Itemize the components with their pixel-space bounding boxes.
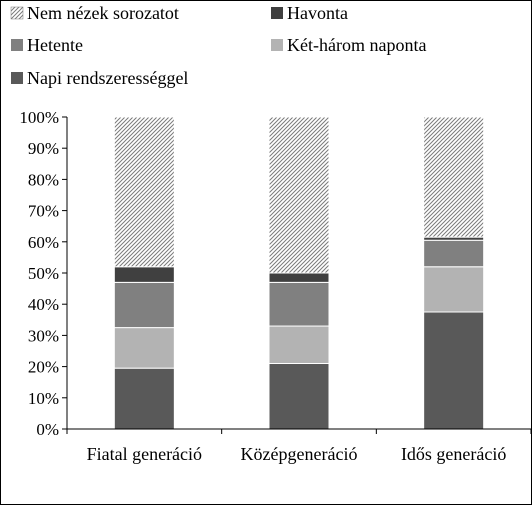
bar-kozepgeneracio-havonta <box>268 272 330 283</box>
axes: 0% 10% 20% 30% 40% 50% 60% 70% 80% 90% 100% <box>19 108 531 439</box>
bar-idos-generacio-hetente <box>423 239 485 268</box>
bar-idos-generacio-nem-nezek-sorozatot <box>423 116 485 238</box>
bar-kozepgeneracio-ket-harom-naponta <box>268 325 330 364</box>
bar-idos-generacio-ket-harom-naponta <box>423 266 485 313</box>
legend-swatch-havonta <box>271 7 283 19</box>
bar-fiatal-generacio-napi-rendszeresseggel <box>113 367 175 430</box>
legend-label-havonta: Havonta <box>287 3 348 23</box>
bar-fiatal-generacio-ket-harom-naponta <box>113 327 175 369</box>
legend-swatch-ket-harom-naponta <box>271 39 283 51</box>
legend-swatch-hetente <box>11 39 23 51</box>
bar-kozepgeneracio-napi-rendszeresseggel <box>268 362 330 430</box>
legend-swatch-nem-nezek-sorozatot <box>10 6 24 20</box>
bar-idos-generacio-napi-rendszeresseggel <box>423 311 485 430</box>
y-tick-label: 20% <box>28 358 59 377</box>
bar-fiatal-generacio-hetente <box>113 281 175 329</box>
y-tick-label: 40% <box>28 295 59 314</box>
x-tick-label-kozepgeneracio: Középgeneráció <box>241 444 358 464</box>
legend: Nem nézek sorozatot Havonta Hetente Két-hár… <box>10 3 426 88</box>
y-tick-label: 10% <box>28 389 59 408</box>
bar-kozepgeneracio-nem-nezek-sorozatot <box>268 116 330 274</box>
bar-fiatal-generacio-nem-nezek-sorozatot <box>113 116 175 268</box>
y-tick-label: 100% <box>19 108 59 127</box>
y-tick-label: 0% <box>36 420 59 439</box>
bar-fiatal-generacio-havonta <box>113 266 175 283</box>
bars: Fiatal generáció Középgeneráció Idős gener… <box>87 116 506 464</box>
legend-swatch-napi-rendszeresseggel <box>11 72 23 84</box>
y-tick-label: 30% <box>28 326 59 345</box>
bar-kozepgeneracio-hetente <box>268 281 330 327</box>
x-tick-label-fiatal-generacio: Fiatal generáció <box>87 444 202 464</box>
y-tick-label: 90% <box>28 139 59 158</box>
legend-label-nem-nezek-sorozatot: Nem nézek sorozatot <box>27 3 179 23</box>
y-tick-label: 60% <box>28 233 59 252</box>
legend-label-napi-rendszeresseggel: Napi rendszerességgel <box>27 68 188 88</box>
y-tick-label: 80% <box>28 170 59 189</box>
x-tick-label-idos-generacio: Idős generáció <box>401 444 506 464</box>
y-tick-label: 70% <box>28 202 59 221</box>
legend-label-ket-harom-naponta: Két-három naponta <box>287 35 426 55</box>
legend-label-hetente: Hetente <box>27 35 83 55</box>
y-tick-label: 50% <box>28 264 59 283</box>
